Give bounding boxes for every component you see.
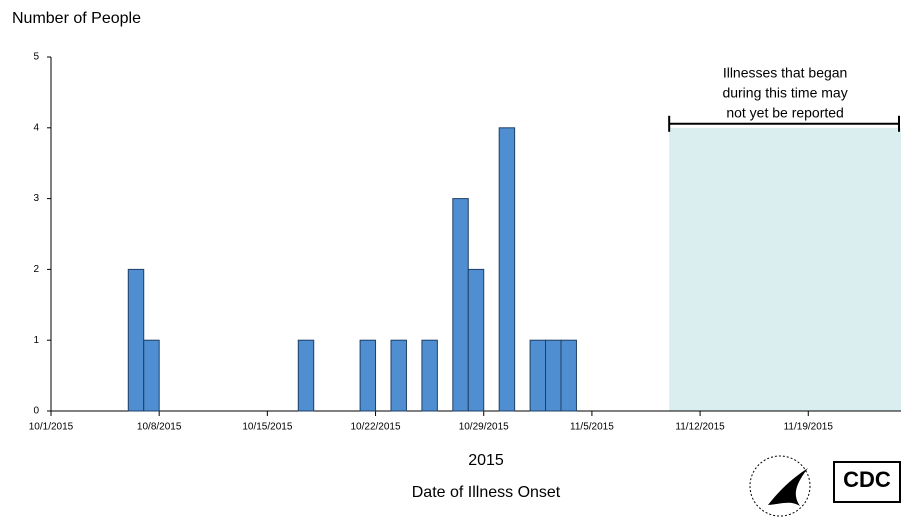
y-tick-label: 0	[33, 406, 39, 417]
bar	[467, 268, 485, 412]
y-tick-label: 4	[33, 122, 39, 133]
x-axis-title: Date of Illness Onset	[412, 484, 561, 501]
bar	[529, 339, 547, 412]
shade-note: Illnesses that began	[723, 65, 848, 81]
bar	[297, 339, 315, 412]
cdc-text: CDC	[843, 467, 891, 492]
hhs-logo	[749, 455, 811, 517]
x-tick-label: 10/22/2015	[351, 422, 401, 433]
hhs-eagle	[768, 468, 808, 506]
x-tick-label: 11/5/2015	[570, 422, 614, 433]
bar	[127, 268, 145, 412]
bar	[560, 339, 577, 412]
x-tick-label: 10/1/2015	[29, 422, 74, 433]
x-tick-label: 10/15/2015	[242, 422, 292, 433]
y-tick-label: 1	[33, 335, 39, 346]
reporting-delay-region	[669, 127, 901, 412]
cdc-logo: CDC	[833, 461, 901, 503]
bar	[421, 339, 438, 412]
x-tick-label: 11/12/2015	[675, 422, 725, 433]
x-axis-year: 2015	[468, 452, 504, 469]
bar	[498, 127, 516, 412]
x-tick-label: 10/8/2015	[137, 422, 182, 433]
bar	[390, 339, 407, 412]
bar	[143, 339, 160, 412]
x-tick-label: 11/19/2015	[784, 422, 834, 433]
bar	[545, 339, 562, 412]
shade-note: not yet be reported	[726, 105, 844, 121]
cdc-box	[833, 461, 901, 503]
y-tick-label: 2	[33, 264, 39, 275]
y-tick-label: 5	[33, 52, 39, 63]
y-tick-label: 3	[33, 193, 39, 204]
x-tick-label: 10/29/2015	[459, 422, 509, 433]
bar	[359, 339, 377, 412]
bar	[452, 198, 469, 412]
hhs-ring	[749, 455, 811, 517]
y-axis-title: Number of People	[12, 10, 141, 27]
shade-note: during this time may	[722, 85, 847, 101]
